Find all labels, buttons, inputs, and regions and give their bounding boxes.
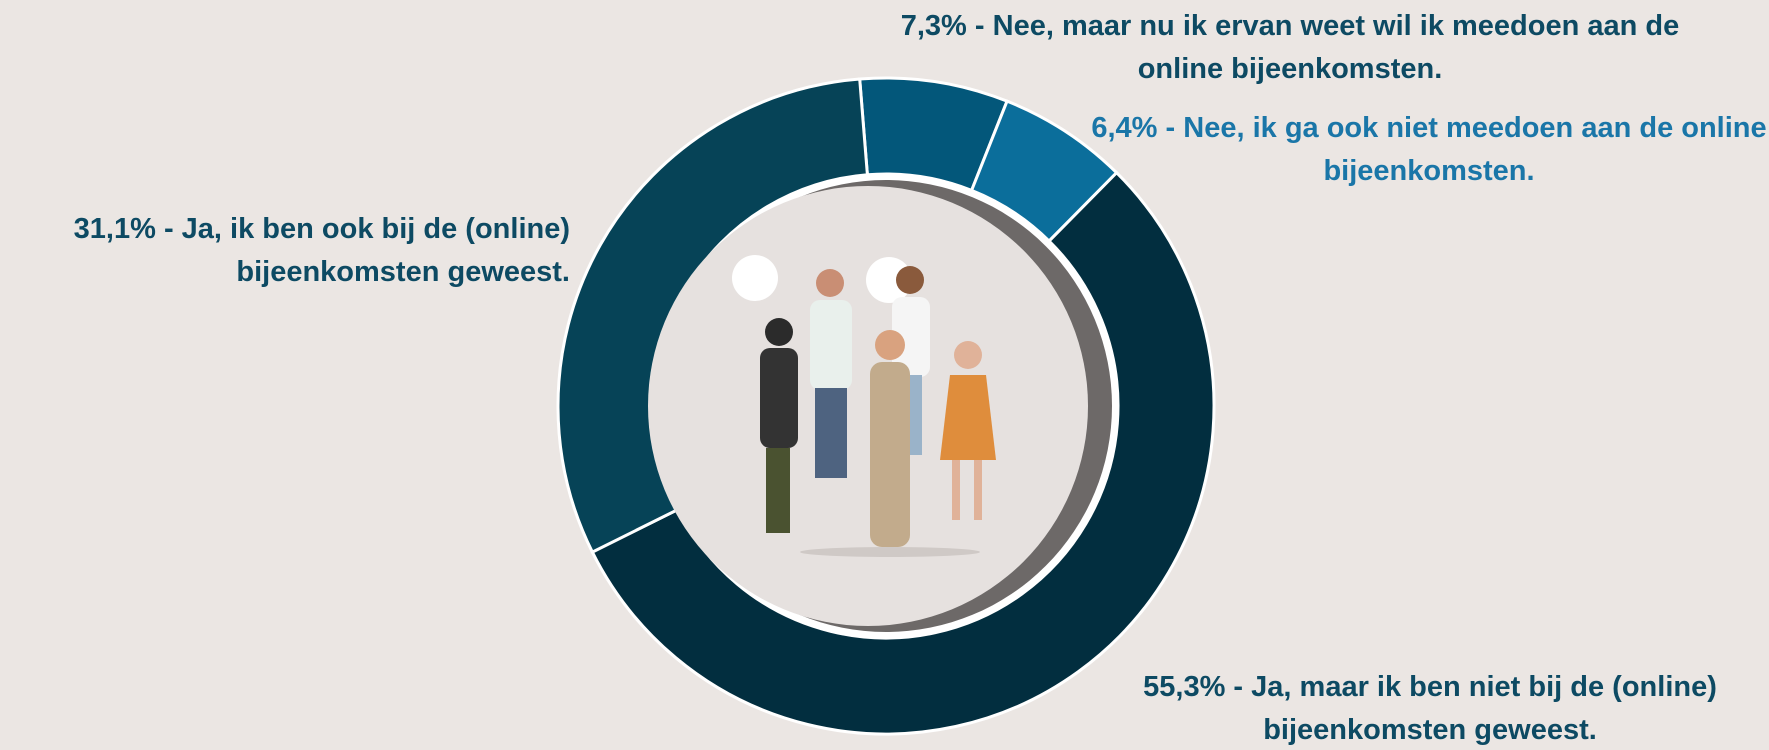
value-label: 7,3% bbox=[901, 10, 967, 42]
slice-label: 31,1% - Ja, ik ben ook bij de (online) b… bbox=[5, 208, 570, 294]
category-label: Nee, maar nu ik ervan weet wil ik meedoe… bbox=[993, 10, 1680, 85]
slice-label: 55,3% - Ja, maar ik ben niet bij de (onl… bbox=[1095, 666, 1765, 750]
category-label: Nee, ik ga ook niet meedoen aan de onlin… bbox=[1183, 112, 1766, 187]
separator: - bbox=[1233, 671, 1243, 703]
value-label: 55,3% bbox=[1143, 671, 1225, 703]
separator: - bbox=[1166, 112, 1176, 144]
separator: - bbox=[164, 213, 174, 245]
category-label: Ja, ik ben ook bij de (online) bijeenkom… bbox=[182, 213, 570, 288]
center-disc bbox=[648, 186, 1088, 626]
value-label: 6,4% bbox=[1091, 112, 1157, 144]
separator: - bbox=[975, 10, 985, 42]
page: 7,3% - Nee, maar nu ik ervan weet wil ik… bbox=[0, 0, 1769, 750]
slice-label: 6,4% - Nee, ik ga ook niet meedoen aan d… bbox=[1090, 107, 1768, 193]
slice-label: 7,3% - Nee, maar nu ik ervan weet wil ik… bbox=[880, 5, 1700, 91]
value-label: 31,1% bbox=[74, 213, 156, 245]
category-label: Ja, maar ik ben niet bij de (online) bij… bbox=[1251, 671, 1717, 746]
